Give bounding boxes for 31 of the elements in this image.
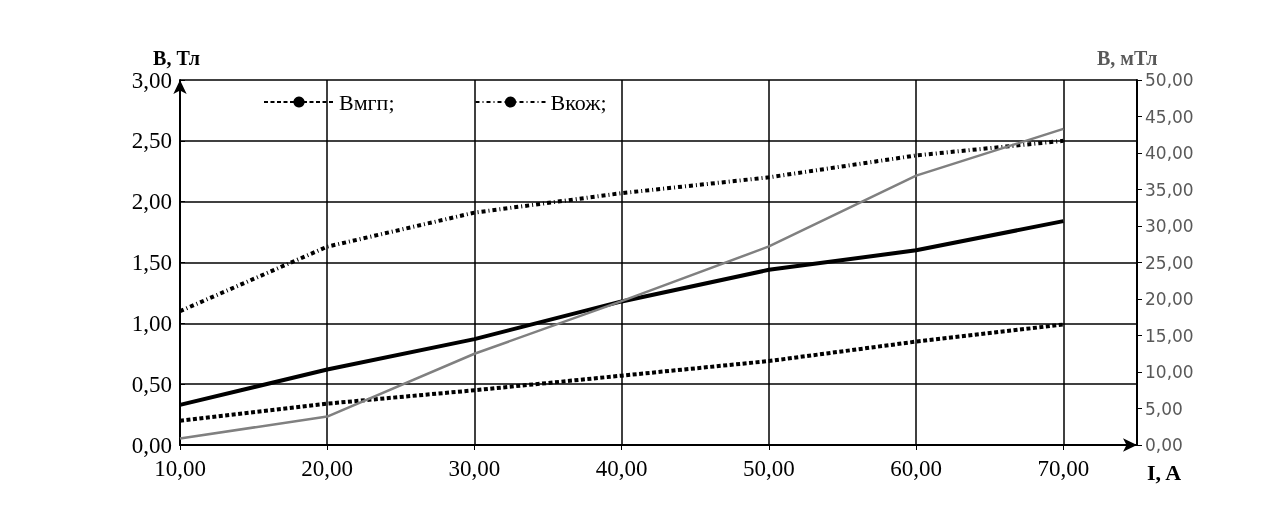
y-axis-title: B, Тл — [153, 47, 200, 69]
x-tick-label: 10,00 — [154, 456, 206, 481]
y2-tick-label: 0,00 — [1145, 435, 1183, 455]
x-axis-title: I, A — [1147, 459, 1182, 485]
x-tick-label: 50,00 — [743, 456, 795, 481]
y2-tick-label: 30,00 — [1145, 216, 1194, 236]
y2-tick-label: 35,00 — [1145, 179, 1194, 200]
x-tick-label: 40,00 — [595, 456, 648, 481]
x-tick-label: 20,00 — [301, 456, 354, 481]
y2-tick-label: 25,00 — [1145, 252, 1194, 273]
y2-axis-title: B, мТл — [1097, 47, 1158, 69]
y-tick-label: 0,50 — [131, 371, 172, 397]
y2-tick-label: 10,00 — [1145, 362, 1194, 382]
y2-tick-label: 15,00 — [1145, 325, 1194, 346]
legend-label: Bмгп; — [339, 89, 395, 115]
line-series — [178, 127, 1065, 440]
y-tick-label: 1,50 — [131, 250, 172, 275]
y-tick-label: 1,00 — [131, 310, 172, 336]
legend-label: Bкож; — [550, 89, 607, 115]
x-tick-label: 30,00 — [448, 456, 501, 481]
y-tick-label: 3,00 — [131, 67, 172, 93]
y-tick-label: 2,00 — [131, 189, 172, 215]
y-tick-label: 0,00 — [131, 432, 172, 458]
y2-tick-label: 40,00 — [1145, 143, 1194, 163]
y2-tick-label: 45,00 — [1145, 106, 1194, 127]
y2-tick-label: 5,00 — [1145, 398, 1183, 419]
y2-tick-label: 20,00 — [1145, 289, 1194, 309]
y-tick-label: 2,50 — [131, 128, 172, 154]
x-tick-label: 70,00 — [1037, 456, 1090, 481]
x-tick-label: 60,00 — [890, 456, 943, 481]
y2-tick-label: 50,00 — [1145, 70, 1194, 90]
